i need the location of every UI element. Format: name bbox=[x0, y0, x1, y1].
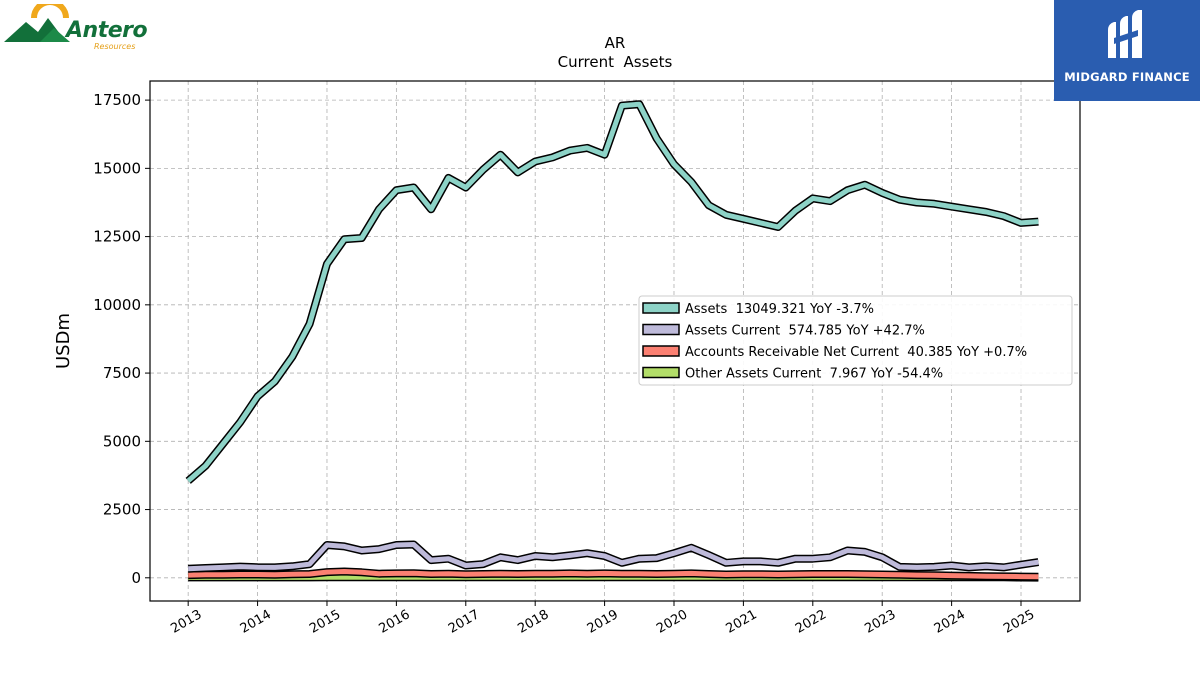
y-tick-label: 7500 bbox=[103, 364, 141, 382]
legend: Assets 13049.321 YoY -3.7% Assets Current… bbox=[638, 295, 1073, 386]
y-axis-label: USDm bbox=[53, 313, 74, 369]
antero-logo: Antero Resources bbox=[4, 0, 154, 56]
x-tick-label: 2024 bbox=[932, 607, 968, 637]
y-tick-label: 10000 bbox=[93, 296, 141, 314]
y-tick-label: 17500 bbox=[93, 91, 141, 109]
midgard-mark-icon bbox=[1108, 10, 1142, 58]
x-tick-label: 2022 bbox=[793, 607, 829, 637]
legend-label: Assets Current 574.785 YoY +42.7% bbox=[685, 324, 925, 339]
antero-subtext: Resources bbox=[94, 42, 136, 51]
x-tick-label: 2016 bbox=[377, 607, 413, 637]
series-line bbox=[186, 101, 1039, 483]
x-tick-label: 2013 bbox=[168, 607, 204, 637]
x-tick-label: 2017 bbox=[446, 607, 482, 637]
midgard-wordmark: MIDGARD FINANCE bbox=[1064, 70, 1190, 84]
x-tick-label: 2019 bbox=[585, 607, 621, 637]
legend-swatch bbox=[642, 323, 680, 336]
x-tick-label: 2015 bbox=[307, 607, 343, 637]
antero-wordmark: Antero bbox=[66, 18, 148, 43]
y-tick-label: 2500 bbox=[103, 501, 141, 519]
x-tick-label: 2021 bbox=[724, 607, 760, 637]
legend-label: Accounts Receivable Net Current 40.385 Y… bbox=[685, 345, 1027, 360]
midgard-finance-logo: MIDGARD FINANCE bbox=[1054, 0, 1200, 101]
x-tick-label: 2014 bbox=[238, 607, 274, 637]
y-tick-label: 15000 bbox=[93, 159, 141, 177]
series-line bbox=[188, 542, 1039, 572]
x-tick-label: 2018 bbox=[515, 607, 551, 637]
x-tick-label: 2025 bbox=[1001, 607, 1037, 637]
x-tick-label: 2023 bbox=[862, 607, 898, 637]
y-tick-label: 0 bbox=[131, 569, 141, 587]
y-axis: 0 2500 5000 7500 10000 12500 15000 17500 bbox=[93, 91, 150, 587]
x-axis: 2013 2014 2015 2016 2017 2018 2019 2020 2021 2022… bbox=[168, 601, 1037, 637]
series-layer bbox=[185, 100, 1039, 582]
x-tick-label: 2020 bbox=[654, 607, 690, 637]
chart-subtitle: Current Assets bbox=[558, 53, 673, 71]
legend-label: Other Assets Current 7.967 YoY -54.4% bbox=[685, 367, 943, 382]
legend-swatch bbox=[642, 345, 680, 357]
legend-swatch bbox=[642, 302, 680, 314]
legend-label: Assets 13049.321 YoY -3.7% bbox=[685, 302, 874, 317]
plot-frame bbox=[149, 80, 1081, 602]
legend-box bbox=[638, 295, 1073, 386]
y-tick-label: 5000 bbox=[103, 432, 141, 450]
series-line bbox=[188, 569, 1039, 580]
chart-title: AR bbox=[605, 34, 626, 52]
legend-swatch bbox=[642, 366, 680, 379]
y-tick-label: 12500 bbox=[93, 228, 141, 246]
series-outline bbox=[185, 100, 1039, 484]
